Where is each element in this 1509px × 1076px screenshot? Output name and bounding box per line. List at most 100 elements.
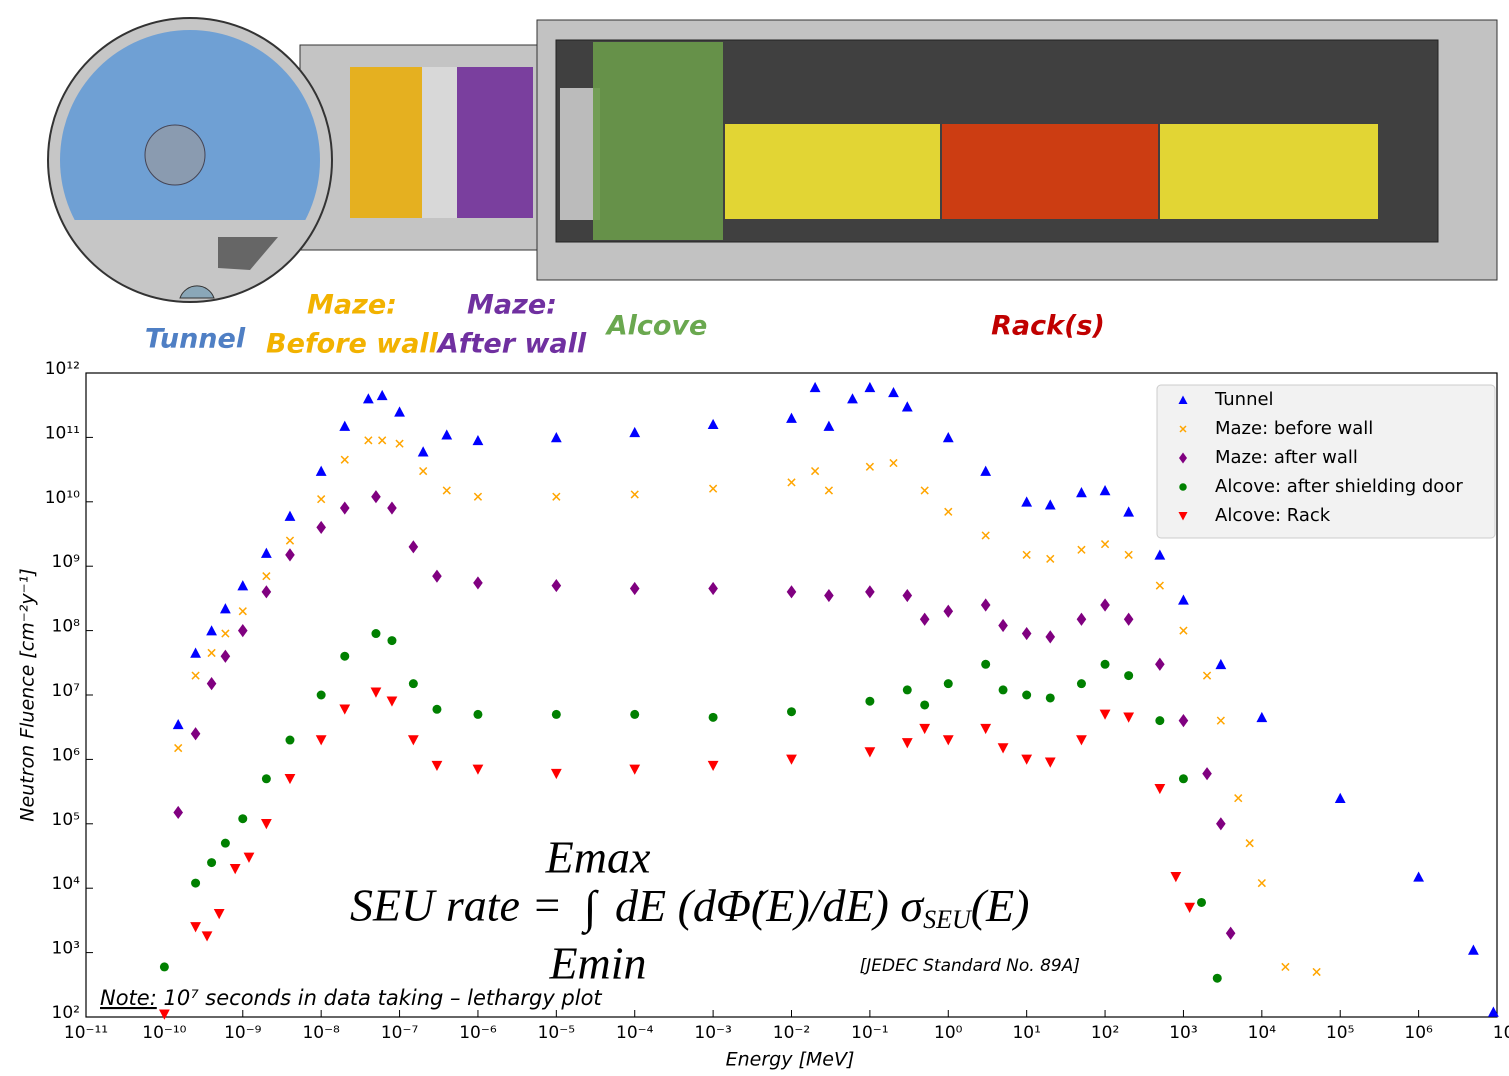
point — [629, 427, 640, 437]
x-tick-label: 10⁻⁷ — [381, 1023, 419, 1043]
y-tick-label: 10¹² — [45, 359, 80, 379]
legend-label: Alcove: Rack — [1215, 505, 1331, 526]
note-text: 10⁷ seconds in data taking – lethargy pl… — [157, 986, 603, 1010]
point — [1045, 499, 1056, 509]
point — [999, 685, 1008, 694]
point — [824, 421, 835, 431]
point — [902, 589, 912, 602]
x-tick-label: 10⁶ — [1404, 1023, 1433, 1043]
point — [553, 493, 560, 500]
point — [418, 446, 429, 456]
x-tick-label: 10⁻⁸ — [302, 1023, 340, 1043]
formula-sub: SEU — [923, 905, 973, 934]
formula-lhs: SEU rate = — [350, 880, 562, 931]
point — [206, 625, 217, 635]
point — [1045, 630, 1055, 643]
point — [214, 909, 225, 919]
point — [1155, 716, 1164, 725]
point — [902, 401, 913, 411]
point — [207, 858, 216, 867]
point — [1178, 594, 1189, 604]
series — [173, 490, 1235, 940]
point — [192, 672, 199, 679]
point — [1076, 735, 1087, 745]
y-axis-label: Neutron Fluence [cm⁻²y⁻¹] — [17, 568, 39, 821]
point — [1023, 551, 1030, 558]
point — [919, 724, 930, 734]
point — [473, 435, 484, 445]
formula-body: dE (dΦ̇(E)/dE) σSEU(E) — [615, 880, 1029, 934]
point — [980, 466, 991, 476]
rack — [1160, 124, 1378, 219]
formula-upper: Emax — [545, 832, 651, 883]
point — [1046, 693, 1055, 702]
rack — [942, 124, 1158, 219]
point — [1125, 551, 1132, 558]
point — [631, 491, 638, 498]
chart: Energy [MeV] Neutron Fluence [cm⁻²y⁻¹] S… — [17, 359, 1509, 1071]
point — [340, 501, 350, 514]
point — [237, 580, 248, 590]
point — [1235, 795, 1242, 802]
point — [191, 879, 200, 888]
point — [1123, 713, 1134, 723]
point — [786, 755, 797, 765]
point — [1256, 712, 1267, 722]
point — [1213, 974, 1222, 983]
point — [261, 819, 272, 829]
y-tick-label: 10² — [52, 1003, 80, 1023]
point — [230, 864, 241, 874]
point — [1335, 793, 1346, 803]
y-tick-label: 10⁴ — [52, 874, 81, 894]
point — [920, 700, 929, 709]
point — [239, 608, 246, 615]
point — [420, 467, 427, 474]
y-tick-label: 10⁷ — [52, 681, 81, 701]
point — [408, 735, 419, 745]
legend-label: Maze: before wall — [1215, 418, 1373, 439]
point — [365, 437, 372, 444]
point — [316, 466, 327, 476]
x-tick-label: 10⁴ — [1248, 1023, 1277, 1043]
point — [173, 719, 184, 729]
point — [710, 485, 717, 492]
zone-label: Rack(s) — [991, 311, 1105, 342]
x-tick-label: 10¹ — [1012, 1023, 1040, 1043]
point — [220, 603, 231, 613]
point — [864, 382, 875, 392]
point — [1216, 817, 1226, 830]
point — [339, 421, 350, 431]
maze-after-zone — [457, 67, 533, 218]
y-tick-label: 10⁶ — [52, 745, 81, 765]
point — [244, 853, 255, 863]
zone-label: Maze: — [467, 290, 557, 321]
point — [888, 387, 899, 397]
point — [551, 769, 562, 779]
rack — [725, 124, 940, 219]
x-tick-label: 10⁻¹⁰ — [142, 1023, 186, 1043]
point — [1258, 880, 1265, 887]
point — [1154, 549, 1165, 559]
point — [409, 540, 419, 553]
point — [379, 437, 386, 444]
point — [890, 459, 897, 466]
point — [261, 548, 272, 558]
point — [387, 696, 398, 706]
point — [285, 548, 295, 561]
point — [1100, 710, 1111, 720]
point — [708, 761, 719, 771]
point — [708, 419, 719, 429]
point — [473, 710, 482, 719]
point — [443, 487, 450, 494]
formula-lower: Emin — [548, 938, 646, 989]
point — [286, 537, 293, 544]
point — [316, 735, 327, 745]
point — [341, 456, 348, 463]
point — [980, 724, 991, 734]
point — [473, 576, 483, 589]
point — [285, 736, 294, 745]
point — [787, 585, 797, 598]
y-tick-label: 10⁸ — [52, 617, 81, 637]
point — [316, 521, 326, 534]
